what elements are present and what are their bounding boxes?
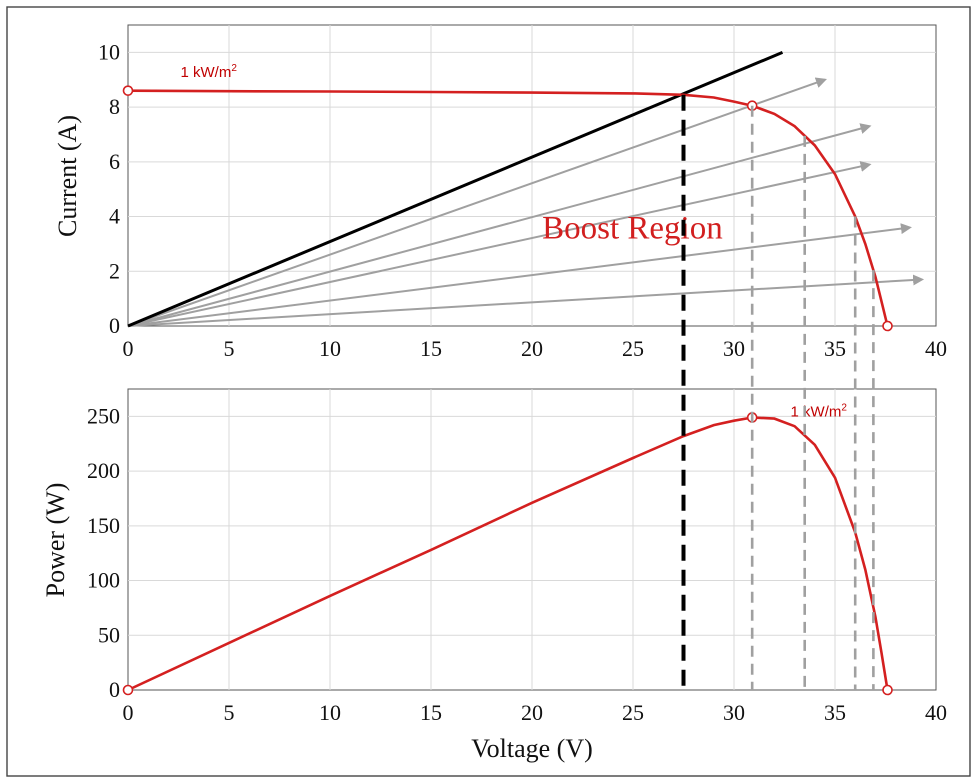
- boost-line-4: [127, 274, 925, 327]
- pv-gridlines: [128, 389, 936, 690]
- iv-irradiance-label: 1 kW/m2: [181, 63, 238, 81]
- iv-marker-0: [122, 85, 134, 96]
- iv-x-tick-15: 15: [420, 336, 442, 361]
- iv-marker-2: [882, 320, 893, 332]
- boost-line-0: [127, 77, 827, 327]
- pv-x-tick-0: 0: [123, 700, 134, 725]
- iv-x-tick-30: 30: [723, 336, 745, 361]
- pv-x-tick-40: 40: [925, 700, 947, 725]
- pv-marker-0: [122, 684, 134, 696]
- iv-x-tick-40: 40: [925, 336, 947, 361]
- figure-frame: [6, 6, 971, 777]
- pv-y-tick-50: 50: [98, 622, 120, 647]
- pv-irradiance-label: 1 kW/m2: [791, 402, 848, 420]
- pv-irradiance-superscript: 2: [841, 402, 847, 413]
- iv-y-tick-labels: 0 2 4 6 8 10: [98, 39, 120, 338]
- pv-y-tick-200: 200: [87, 458, 120, 483]
- boost-region-label: Boost Region: [542, 210, 723, 246]
- iv-y-axis-label: Current (A): [53, 115, 82, 237]
- iv-x-tick-25: 25: [622, 336, 644, 361]
- pv-x-tick-20: 20: [521, 700, 543, 725]
- pv-x-tick-10: 10: [319, 700, 341, 725]
- iv-load-line: [127, 51, 784, 328]
- iv-y-tick-10: 10: [98, 39, 120, 64]
- boost-line-1: [127, 123, 872, 327]
- pv-y-tick-labels: 0 50 100 150 200 250: [87, 403, 120, 702]
- pv-y-tick-250: 250: [87, 403, 120, 428]
- pv-x-tick-35: 35: [824, 700, 846, 725]
- pv-x-tick-15: 15: [420, 700, 442, 725]
- iv-x-tick-labels: 0 5 10 15 20 25 30 35 40: [123, 336, 948, 361]
- iv-x-tick-20: 20: [521, 336, 543, 361]
- voltage-axis-label: Voltage (V): [471, 734, 593, 763]
- iv-x-tick-10: 10: [319, 336, 341, 361]
- boost-line-3: [127, 223, 912, 327]
- pv-x-tick-25: 25: [622, 700, 644, 725]
- iv-x-tick-5: 5: [224, 336, 235, 361]
- pv-y-tick-150: 150: [87, 513, 120, 538]
- iv-y-tick-8: 8: [109, 94, 120, 119]
- pv-y-axis-label: Power (W): [41, 483, 70, 598]
- voltage-reference-lines: [681, 94, 875, 690]
- pv-y-tick-0: 0: [109, 677, 120, 702]
- iv-y-tick-4: 4: [109, 204, 120, 229]
- iv-y-tick-2: 2: [109, 258, 120, 283]
- pv-x-tick-30: 30: [723, 700, 745, 725]
- pv-x-tick-5: 5: [224, 700, 235, 725]
- pv-y-tick-100: 100: [87, 568, 120, 593]
- pv-marker-2: [882, 684, 893, 696]
- boost-line-2: [127, 161, 872, 327]
- pv-x-tick-labels: 0 5 10 15 20 25 30 35 40: [123, 700, 948, 725]
- iv-x-tick-35: 35: [824, 336, 846, 361]
- pv-irradiance-text: 1 kW/m: [791, 403, 842, 420]
- iv-y-tick-0: 0: [109, 313, 120, 338]
- iv-x-tick-0: 0: [123, 336, 134, 361]
- iv-irradiance-text: 1 kW/m: [181, 64, 232, 81]
- pv-curve-panel: 0 5 10 15 20 25 30 35 40 0 50 100 150 200 250 Power (…: [41, 388, 948, 763]
- iv-boost-lines: [127, 77, 925, 327]
- iv-irradiance-superscript: 2: [231, 63, 237, 74]
- iv-curve-panel: 0 5 10 15 20 25 30 35 40 0 2 4 6 8 10 Current (A) 1 k…: [53, 24, 948, 361]
- iv-y-tick-6: 6: [109, 149, 120, 174]
